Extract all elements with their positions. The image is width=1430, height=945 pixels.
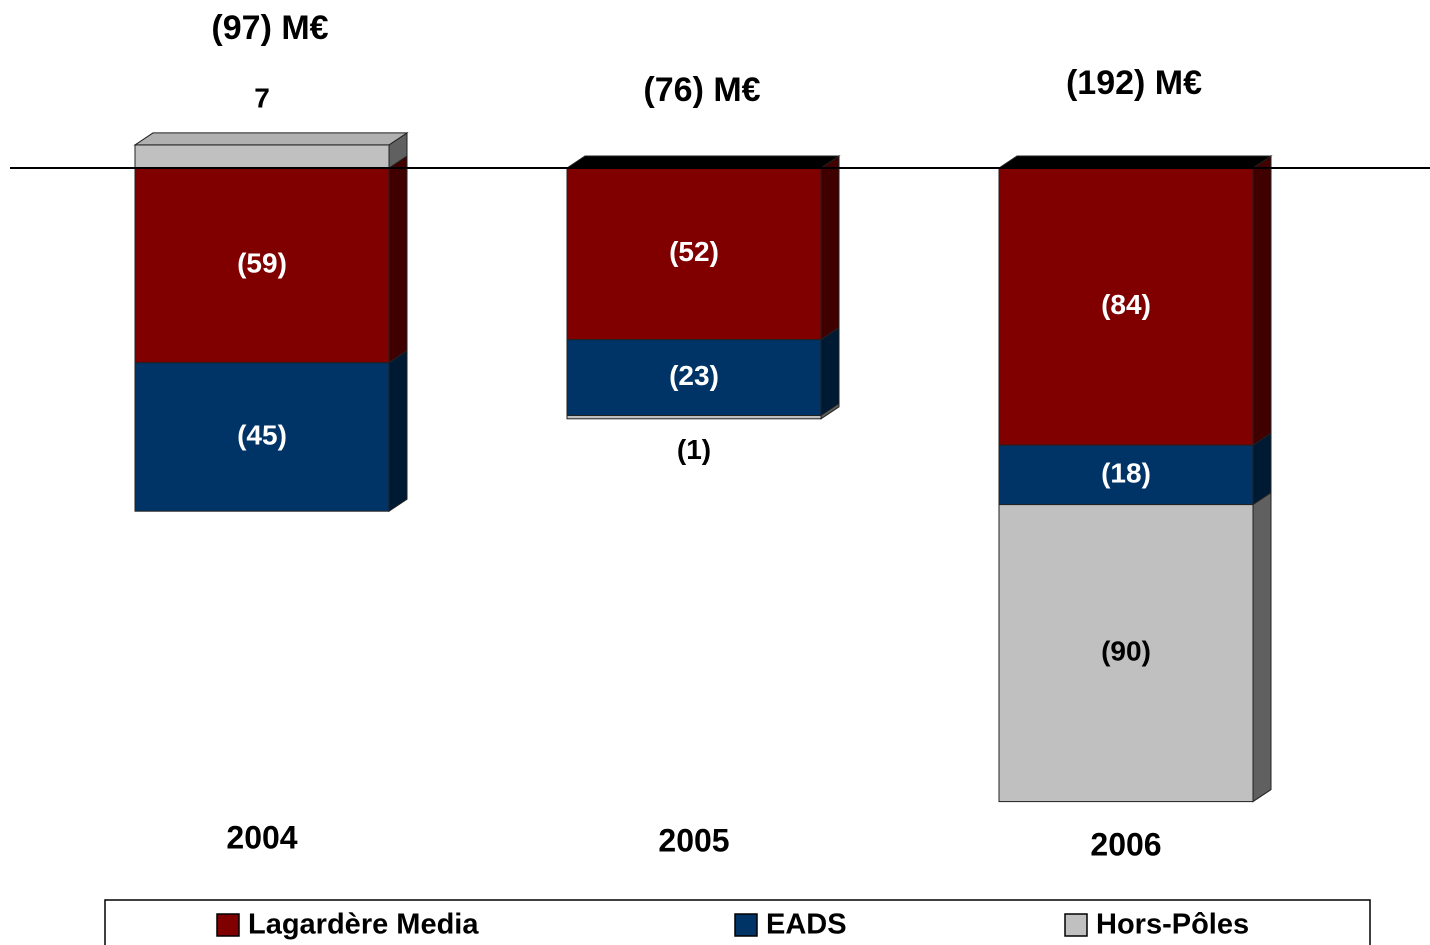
- bar-top: [997, 155, 1273, 169]
- total-label: (97) M€: [211, 9, 328, 47]
- total-label: (76) M€: [643, 71, 760, 109]
- total-label: (192) M€: [1066, 64, 1202, 102]
- legend-label: Hors-Pôles: [1096, 909, 1249, 941]
- bar-side: [820, 155, 840, 341]
- legend-label: EADS: [766, 909, 847, 941]
- legend: Lagardère Media EADS Hors-Pôles: [216, 909, 1249, 941]
- labels: (59) (45) 7 (97) M€ 2004 (52) (23) (1) (76) M€ 20…: [211, 9, 1202, 862]
- value-label: (23): [669, 360, 719, 391]
- bar-segment: [134, 144, 390, 169]
- bar-segment: [998, 444, 1254, 506]
- value-label: (18): [1101, 457, 1151, 488]
- bar-side: [1252, 491, 1272, 803]
- value-label: (84): [1101, 289, 1151, 320]
- value-label: (52): [669, 236, 719, 267]
- bar-side: [1252, 155, 1272, 447]
- legend-swatch: [734, 913, 758, 937]
- x-tick-label: 2006: [1090, 826, 1161, 862]
- value-label: (45): [237, 419, 287, 450]
- bar-top: [565, 155, 841, 169]
- legend-label: Lagardère Media: [248, 909, 479, 941]
- value-label: (1): [677, 434, 711, 465]
- value-label: (90): [1101, 635, 1151, 666]
- bar-side: [820, 326, 840, 417]
- bar-segment: [566, 415, 822, 420]
- legend-swatch: [1064, 913, 1088, 937]
- x-tick-label: 2004: [226, 819, 297, 855]
- bar-side: [388, 349, 408, 513]
- value-label: (59): [237, 248, 287, 279]
- bar-segment: [566, 167, 822, 341]
- x-tick-label: 2005: [658, 822, 729, 858]
- bar-top: [133, 132, 409, 146]
- bar-segment: [998, 167, 1254, 446]
- bar-side: [820, 402, 840, 420]
- legend-swatch: [216, 913, 240, 937]
- value-label: 7: [254, 82, 270, 113]
- bar-segment: [134, 167, 390, 364]
- bar-segment: [566, 339, 822, 417]
- bar-segment: [134, 362, 390, 512]
- bars: [133, 131, 1273, 803]
- bar-side: [388, 155, 408, 364]
- bar-segment: [998, 504, 1254, 803]
